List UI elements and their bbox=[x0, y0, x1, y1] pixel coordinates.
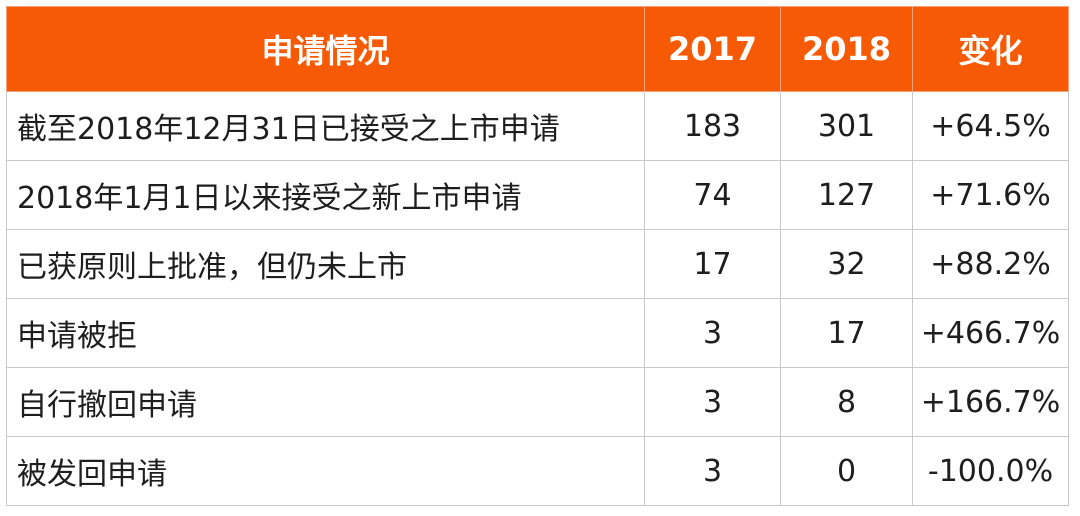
value-2017: 17 bbox=[644, 229, 781, 299]
row-label: 申请被拒 bbox=[6, 298, 645, 368]
value-2018: 8 bbox=[780, 367, 913, 437]
data-table: 申请情况 2017 2018 变化 截至2018年12月31日已接受之上市申请 … bbox=[6, 6, 1069, 506]
value-2018: 32 bbox=[780, 229, 913, 299]
value-2018: 0 bbox=[780, 436, 913, 506]
table-row: 申请被拒 3 17 +466.7% bbox=[6, 298, 1069, 368]
value-change: -100.0% bbox=[912, 436, 1069, 506]
table-row: 被发回申请 3 0 -100.0% bbox=[6, 436, 1069, 506]
row-label: 2018年1月1日以来接受之新上市申请 bbox=[6, 160, 645, 230]
header-row: 申请情况 2017 2018 变化 bbox=[6, 6, 1069, 92]
value-2017: 3 bbox=[644, 298, 781, 368]
value-change: +466.7% bbox=[912, 298, 1069, 368]
header-2018: 2018 bbox=[780, 6, 913, 92]
value-2018: 301 bbox=[780, 91, 913, 161]
table-row: 自行撤回申请 3 8 +166.7% bbox=[6, 367, 1069, 437]
row-label: 截至2018年12月31日已接受之上市申请 bbox=[6, 91, 645, 161]
header-2017: 2017 bbox=[644, 6, 781, 92]
value-2017: 183 bbox=[644, 91, 781, 161]
value-2017: 3 bbox=[644, 367, 781, 437]
table-row: 截至2018年12月31日已接受之上市申请 183 301 +64.5% bbox=[6, 91, 1069, 161]
row-label: 已获原则上批准，但仍未上市 bbox=[6, 229, 645, 299]
value-2018: 17 bbox=[780, 298, 913, 368]
value-change: +64.5% bbox=[912, 91, 1069, 161]
header-change: 变化 bbox=[912, 6, 1069, 92]
value-change: +88.2% bbox=[912, 229, 1069, 299]
row-label: 被发回申请 bbox=[6, 436, 645, 506]
table-row: 2018年1月1日以来接受之新上市申请 74 127 +71.6% bbox=[6, 160, 1069, 230]
value-2017: 74 bbox=[644, 160, 781, 230]
value-2017: 3 bbox=[644, 436, 781, 506]
header-status: 申请情况 bbox=[6, 6, 645, 92]
value-change: +166.7% bbox=[912, 367, 1069, 437]
value-change: +71.6% bbox=[912, 160, 1069, 230]
table-row: 已获原则上批准，但仍未上市 17 32 +88.2% bbox=[6, 229, 1069, 299]
value-2018: 127 bbox=[780, 160, 913, 230]
row-label: 自行撤回申请 bbox=[6, 367, 645, 437]
